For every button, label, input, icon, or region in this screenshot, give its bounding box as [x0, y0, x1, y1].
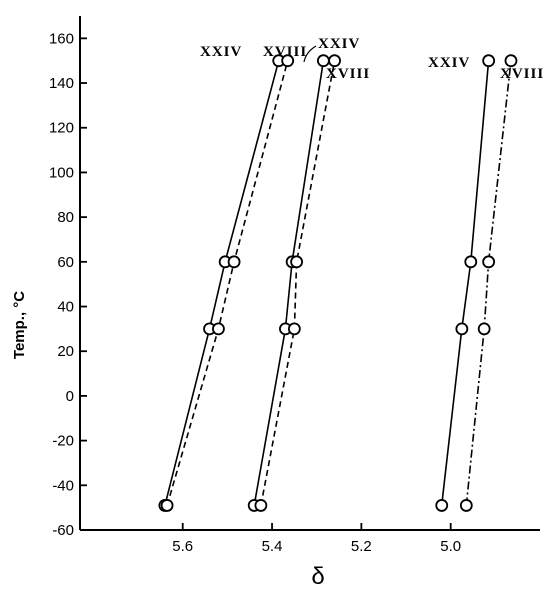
y-tick-label: 100 — [49, 164, 74, 181]
data-point-series-4 — [290, 255, 304, 269]
y-tick-label: -20 — [52, 433, 74, 450]
y-tick-label: 0 — [66, 388, 74, 405]
data-point-series-4 — [287, 322, 301, 336]
data-point-series-5 — [435, 499, 449, 512]
series-line-2 — [166, 60, 289, 506]
label-series-3: XXIV — [318, 36, 360, 52]
series-layer — [158, 54, 518, 512]
series-line-4 — [260, 60, 336, 506]
data-point-series-2 — [212, 322, 225, 336]
x-tick-label: 5.0 — [440, 538, 461, 555]
data-point-series-2 — [160, 499, 174, 512]
data-point-series-6 — [504, 54, 518, 68]
series-labels: XXIV XVIII XXIV XVIII XXIV XVIII — [200, 36, 544, 82]
y-tick-label: 120 — [49, 120, 74, 137]
series-line-3 — [253, 60, 325, 506]
data-point-series-5 — [455, 322, 469, 336]
series-line-6 — [465, 60, 512, 506]
y-tick-label: -60 — [52, 522, 74, 539]
data-point-series-3 — [316, 54, 330, 68]
y-tick-label: 140 — [49, 75, 74, 92]
data-point-series-4 — [254, 499, 268, 512]
data-point-series-4 — [328, 54, 341, 68]
series-line-5 — [440, 60, 490, 506]
label-series-6: XVIII — [500, 66, 544, 82]
data-point-series-5 — [464, 255, 478, 269]
data-point-series-6 — [459, 499, 473, 512]
label-series-4b: XVIII — [326, 66, 370, 82]
label-series-5: XXIV — [428, 55, 470, 71]
data-point-series-2 — [227, 255, 241, 269]
axes: -60 -40 -20 0 20 40 60 80 100 120 140 160 5.6 5.4 5.2 5… — [49, 16, 540, 555]
x-axis-title: δ — [311, 563, 324, 590]
y-tick-label: 160 — [49, 30, 74, 47]
label-series-1: XXIV — [200, 44, 242, 60]
series-line-1 — [164, 60, 280, 506]
label-leader-line — [303, 45, 317, 63]
y-tick-label: 60 — [57, 254, 74, 271]
x-tick-label: 5.6 — [172, 538, 193, 555]
data-point-series-6 — [477, 322, 491, 336]
y-tick-label: 80 — [57, 209, 74, 226]
y-axis-title: Temp., °C — [11, 291, 28, 359]
y-tick-label: -40 — [52, 477, 74, 494]
label-series-4: XVIII — [263, 44, 307, 60]
y-tick-label: 40 — [57, 299, 74, 316]
data-point-series-5 — [482, 54, 496, 68]
x-tick-label: 5.2 — [351, 538, 372, 555]
x-tick-label: 5.4 — [262, 538, 283, 555]
y-tick-label: 20 — [57, 343, 74, 360]
data-point-series-2 — [281, 54, 295, 68]
data-point-series-6 — [482, 255, 496, 269]
